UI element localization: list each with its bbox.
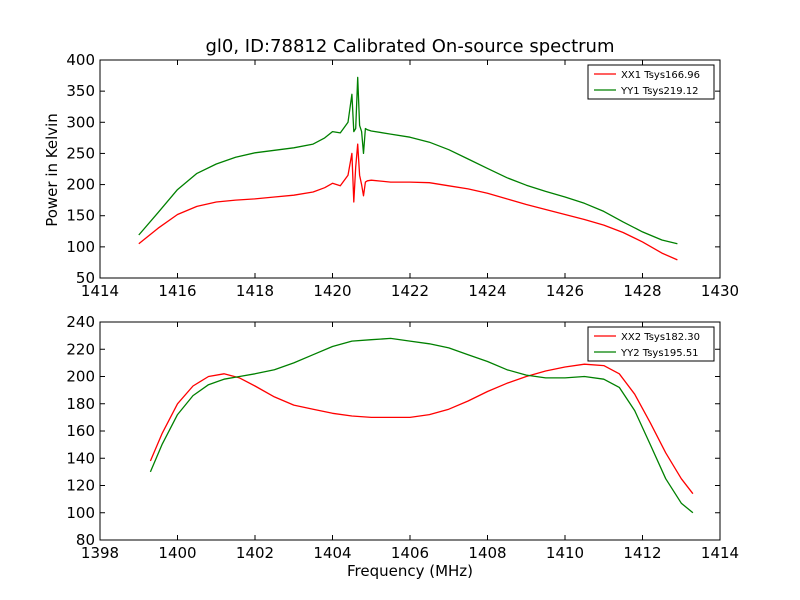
x-tick-label: 1410 — [546, 544, 584, 562]
x-tick-label: 1408 — [468, 544, 506, 562]
x-tick-label: 1398 — [81, 544, 119, 562]
x-tick-label: 1422 — [391, 282, 429, 300]
y-tick-label: 100 — [66, 238, 95, 256]
legend-bottom: XX2 Tsys182.30 YY2 Tsys195.51 — [587, 326, 715, 362]
legend-label: XX2 Tsys182.30 — [621, 332, 700, 343]
x-axis-label: Frequency (MHz) — [347, 562, 473, 580]
x-tick-label: 1402 — [236, 544, 274, 562]
legend-top: XX1 Tsys166.96 YY1 Tsys219.12 — [587, 64, 715, 100]
y-tick-label: 140 — [66, 449, 95, 467]
x-tick-label: 1424 — [468, 282, 506, 300]
y-axis-label: Power in Kelvin — [43, 113, 61, 227]
series-line-yy2 — [149, 337, 694, 514]
ticks-bottom: 1398 1400 1402 1404 1406 1408 1410 1412 1414 80 10… — [66, 313, 739, 562]
x-tick-label: 1420 — [313, 282, 351, 300]
x-tick-label: 1426 — [546, 282, 584, 300]
y-tick-label: 160 — [66, 422, 95, 440]
y-tick-label: 80 — [76, 531, 95, 549]
x-tick-label: 1414 — [81, 282, 119, 300]
y-tick-label: 180 — [66, 395, 95, 413]
legend-label: XX1 Tsys166.96 — [621, 70, 700, 81]
legend-label: YY1 Tsys219.12 — [620, 86, 699, 97]
x-tick-label: 1414 — [701, 544, 739, 562]
chart-bottom: Frequency (MHz) 1398 1400 1402 1404 1406 1408… — [66, 313, 739, 580]
plot-lines-top — [138, 76, 678, 261]
x-tick-label: 1404 — [313, 544, 351, 562]
ticks-top: 1414 1416 1418 1420 1422 1424 1426 1428 1430 50 10… — [66, 51, 739, 300]
series-line-yy1 — [138, 76, 678, 245]
y-tick-label: 120 — [66, 477, 95, 495]
x-tick-label: 1416 — [158, 282, 196, 300]
y-tick-label: 400 — [66, 51, 95, 69]
x-tick-label: 1418 — [236, 282, 274, 300]
legend-box — [587, 326, 715, 362]
x-tick-label: 1430 — [701, 282, 739, 300]
y-tick-label: 220 — [66, 340, 95, 358]
series-line-xx1 — [138, 143, 678, 261]
x-tick-label: 1412 — [623, 544, 661, 562]
chart-top: gl0, ID:78812 Calibrated On-source spect… — [43, 36, 739, 300]
y-tick-label: 250 — [66, 144, 95, 162]
x-tick-label: 1400 — [158, 544, 196, 562]
series-line-xx2 — [149, 363, 694, 495]
x-tick-label: 1428 — [623, 282, 661, 300]
y-tick-label: 50 — [76, 269, 95, 287]
x-tick-label: 1406 — [391, 544, 429, 562]
y-tick-label: 150 — [66, 207, 95, 225]
y-tick-label: 350 — [66, 82, 95, 100]
y-tick-label: 200 — [66, 368, 95, 386]
y-tick-label: 200 — [66, 176, 95, 194]
y-tick-label: 300 — [66, 113, 95, 131]
plot-lines-bottom — [149, 337, 694, 514]
legend-box — [587, 64, 715, 100]
legend-label: YY2 Tsys195.51 — [620, 348, 699, 359]
chart-title: gl0, ID:78812 Calibrated On-source spect… — [205, 36, 614, 57]
y-tick-label: 100 — [66, 504, 95, 522]
y-tick-label: 240 — [66, 313, 95, 331]
